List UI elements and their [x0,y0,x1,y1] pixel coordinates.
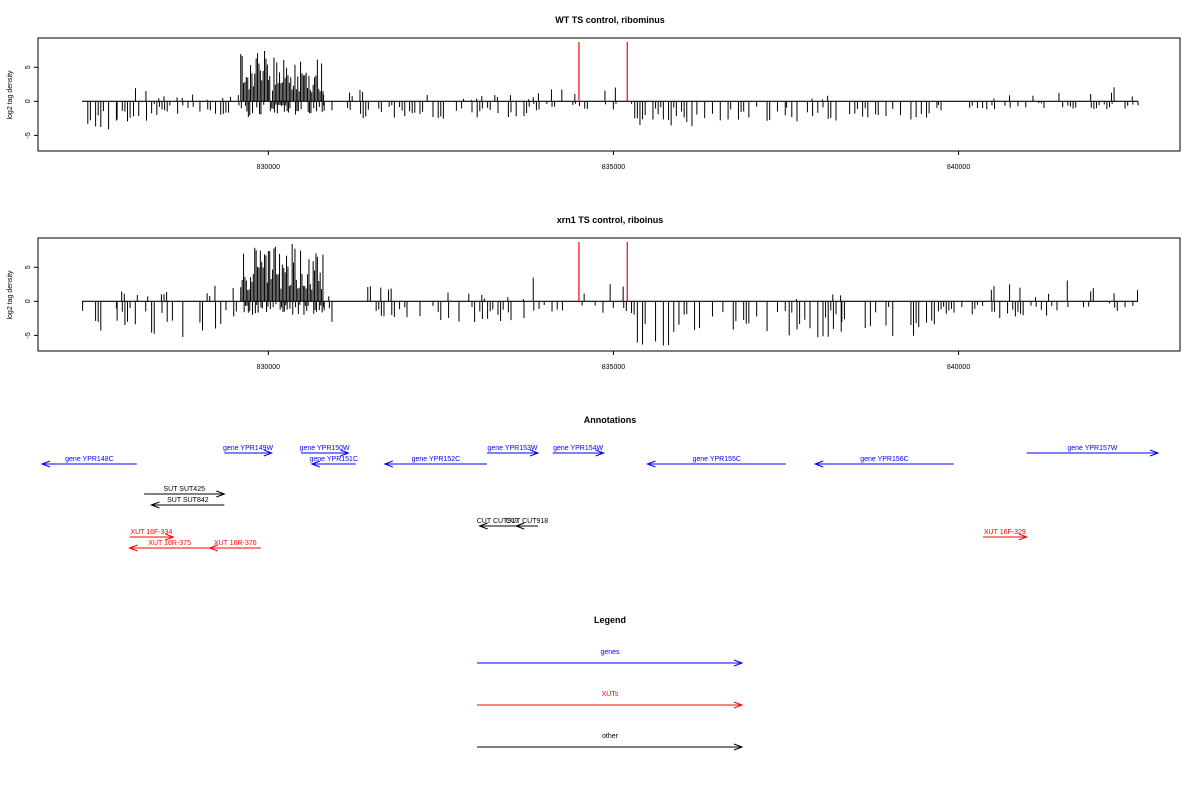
legend-arrow-head [733,701,744,709]
x-axis: 830000 835000 840000 [257,151,970,171]
feature-label: SUT SUT425 [163,486,205,493]
y-axis-label: log2 tag density [7,270,14,320]
markers [578,242,628,302]
y-axis: -5 0 5 [25,65,38,138]
feature-arrow-head [1149,449,1160,457]
y-axis: -5 0 5 [25,265,38,338]
panel-title: xrn1 TS control, riboinus [557,215,664,225]
feature-label: gene YPR150W [300,445,350,452]
panel-title: WT TS control, ribominus [555,15,665,25]
y-tick-label: 5 [25,265,32,269]
feature-arrow-head [383,460,393,468]
legend-item: XUTs [477,691,744,709]
legend-item: genes [477,649,744,667]
feature-label: XUT 16F-334 [130,529,172,536]
feature-label: CUT CUT917 [477,518,519,525]
bars [82,243,1138,346]
feature-label: gene YPR157W [1067,445,1117,452]
feature-tracks: gene YPR148C gene YPR149W gene YPR150W gene… [40,445,1160,552]
feature-arrow-head [263,449,274,457]
feature: CUT CUT918 [506,518,548,530]
y-tick-label: 5 [25,65,32,69]
feature: gene YPR155C [645,456,786,468]
feature-arrow-head [340,449,350,457]
legend-title: Legend [594,615,626,625]
feature-arrow-head [208,544,218,552]
feature-arrow-head [216,490,226,498]
markers [578,42,628,102]
feature: CUT CUT917 [477,518,519,530]
legend-label: XUTs [602,691,619,698]
feature-label: XUT 16F-329 [984,529,1026,536]
feature: SUT SUT425 [144,486,226,498]
feature-arrow-head [514,522,525,530]
x-tick-label: 830000 [257,364,280,371]
feature-label: gene YPR149W [223,445,273,452]
feature-label: XUT 16R-376 [214,540,257,547]
feature-arrow-head [529,449,540,457]
feature: XUT 16R-375 [128,540,210,552]
panel-xrn1: xrn1 TS control, riboinus log2 tag densi… [7,215,1181,371]
x-tick-label: 835000 [602,364,625,371]
feature-arrow-head [1018,533,1029,541]
legend-label: genes [600,649,620,656]
legend-label: other [602,733,619,740]
feature: XUT 16F-334 [129,529,175,541]
feature-label: gene YPR153W [487,445,537,452]
feature-label: gene YPR151C [309,456,358,463]
feature-label: gene YPR152C [412,456,461,463]
feature-arrow-head [813,460,824,468]
feature: gene YPR156C [813,456,954,468]
panel-wt: WT TS control, ribominus log2 tag densit… [7,15,1181,171]
feature-arrow-head [595,449,606,457]
annotations-title: Annotations [584,415,637,425]
feature-arrow-head [478,522,488,530]
feature-arrow-head [645,460,656,468]
feature-arrow-head [310,460,321,468]
feature: gene YPR151C [309,456,358,468]
feature-arrow-head [165,533,175,541]
y-tick-label: -5 [25,332,32,338]
plot-frame [37,37,1181,152]
x-axis: 830000 835000 840000 [257,351,970,371]
feature: gene YPR157W [1026,445,1160,457]
legend-item: other [477,733,744,751]
feature-arrow-head [149,501,160,509]
feature-arrow-head [40,460,51,468]
legend-arrow-head [733,743,744,751]
feature: XUT 16R-376 [208,540,261,552]
y-tick-label: 0 [25,99,32,103]
legend-items: genes XUTs other [477,649,744,751]
feature: XUT 16F-329 [982,529,1029,541]
x-tick-label: 840000 [947,164,970,171]
feature-arrow-head [128,544,138,552]
y-tick-label: 0 [25,299,32,303]
feature-label: gene YPR156C [860,456,909,463]
bars [82,51,1139,130]
feature: gene YPR152C [383,456,487,468]
feature: gene YPR150W [300,445,350,457]
feature-label: SUT SUT842 [167,497,209,504]
feature-label: XUT 16R-375 [148,540,191,547]
legend-arrow-head [733,659,744,667]
feature: gene YPR148C [40,456,137,468]
y-axis-label: log2 tag density [7,70,14,120]
feature: gene YPR153W [486,445,540,457]
plot-frame [37,237,1181,352]
feature-label: CUT CUT918 [506,518,548,525]
x-tick-label: 835000 [602,164,625,171]
feature: gene YPR149W [223,445,274,457]
feature: SUT SUT842 [149,497,225,509]
feature: gene YPR154W [552,445,606,457]
feature-label: gene YPR155C [692,456,741,463]
x-tick-label: 830000 [257,164,280,171]
legend: Legend genes XUTs other [477,615,744,751]
feature-label: gene YPR154W [553,445,603,452]
y-tick-label: -5 [25,132,32,138]
x-tick-label: 840000 [947,364,970,371]
feature-label: gene YPR148C [65,456,114,463]
